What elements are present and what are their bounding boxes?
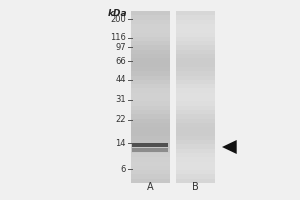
Text: 116: 116 (110, 33, 126, 43)
Bar (130, 45, 170, 50)
Bar (176, 67, 214, 71)
Text: 22: 22 (116, 116, 126, 124)
Bar (176, 127, 214, 131)
Bar (130, 106, 170, 110)
Bar (176, 41, 214, 45)
Bar (176, 162, 214, 166)
Bar (130, 123, 170, 127)
Bar (176, 50, 214, 54)
Bar (176, 118, 214, 123)
Bar (176, 58, 214, 63)
Bar (130, 88, 170, 93)
Bar (130, 84, 170, 88)
Bar (130, 93, 170, 97)
Bar (130, 54, 170, 58)
Bar (130, 179, 170, 183)
Text: 66: 66 (115, 56, 126, 66)
Bar (176, 33, 214, 37)
Bar (130, 144, 170, 149)
Bar (130, 80, 170, 84)
Bar (132, 148, 168, 152)
Text: 97: 97 (116, 43, 126, 51)
Text: 31: 31 (116, 96, 126, 104)
Bar (176, 114, 214, 118)
Bar (130, 127, 170, 131)
Text: kDa: kDa (108, 9, 128, 18)
Bar (176, 88, 214, 93)
Bar (132, 143, 168, 147)
Bar (176, 110, 214, 114)
Bar (176, 157, 214, 162)
Text: 44: 44 (116, 75, 126, 84)
Bar (176, 28, 214, 33)
Bar (130, 174, 170, 179)
Bar (130, 166, 170, 170)
Bar (176, 11, 214, 183)
Bar (176, 170, 214, 174)
Bar (130, 76, 170, 80)
Bar (130, 71, 170, 76)
Text: A: A (147, 182, 153, 192)
Bar (176, 101, 214, 106)
Bar (130, 33, 170, 37)
Text: 200: 200 (110, 15, 126, 23)
Bar (130, 170, 170, 174)
Bar (130, 110, 170, 114)
Bar (130, 37, 170, 41)
Bar (176, 54, 214, 58)
Bar (176, 93, 214, 97)
Bar (176, 45, 214, 50)
Bar (130, 20, 170, 24)
Bar (130, 140, 170, 144)
Bar (130, 50, 170, 54)
Bar (130, 136, 170, 140)
Bar (130, 58, 170, 63)
Bar (176, 76, 214, 80)
Bar (130, 162, 170, 166)
Text: 14: 14 (116, 138, 126, 147)
Bar (130, 63, 170, 67)
Text: B: B (192, 182, 198, 192)
Bar (130, 15, 170, 20)
Bar (176, 174, 214, 179)
Polygon shape (222, 140, 237, 154)
Bar (176, 144, 214, 149)
Bar (176, 166, 214, 170)
Bar (130, 11, 170, 15)
Bar (176, 179, 214, 183)
Bar (130, 67, 170, 71)
Bar (176, 11, 214, 15)
Bar (130, 101, 170, 106)
Bar (130, 149, 170, 153)
Bar (130, 157, 170, 162)
Bar (130, 131, 170, 136)
Bar (176, 15, 214, 20)
Bar (176, 153, 214, 157)
Bar (176, 63, 214, 67)
Bar (176, 131, 214, 136)
Bar (176, 37, 214, 41)
Bar (176, 123, 214, 127)
Bar (176, 136, 214, 140)
Bar (176, 106, 214, 110)
Bar (176, 84, 214, 88)
Text: 6: 6 (121, 164, 126, 173)
Bar (176, 97, 214, 101)
Bar (130, 153, 170, 157)
Bar (176, 24, 214, 28)
Bar (130, 97, 170, 101)
Bar (176, 149, 214, 153)
Bar (130, 41, 170, 45)
Bar (176, 20, 214, 24)
Bar (130, 24, 170, 28)
Bar (176, 140, 214, 144)
Bar (130, 118, 170, 123)
Bar (130, 28, 170, 33)
Bar (130, 11, 170, 183)
Bar (176, 80, 214, 84)
Bar (176, 71, 214, 76)
Bar (130, 114, 170, 118)
